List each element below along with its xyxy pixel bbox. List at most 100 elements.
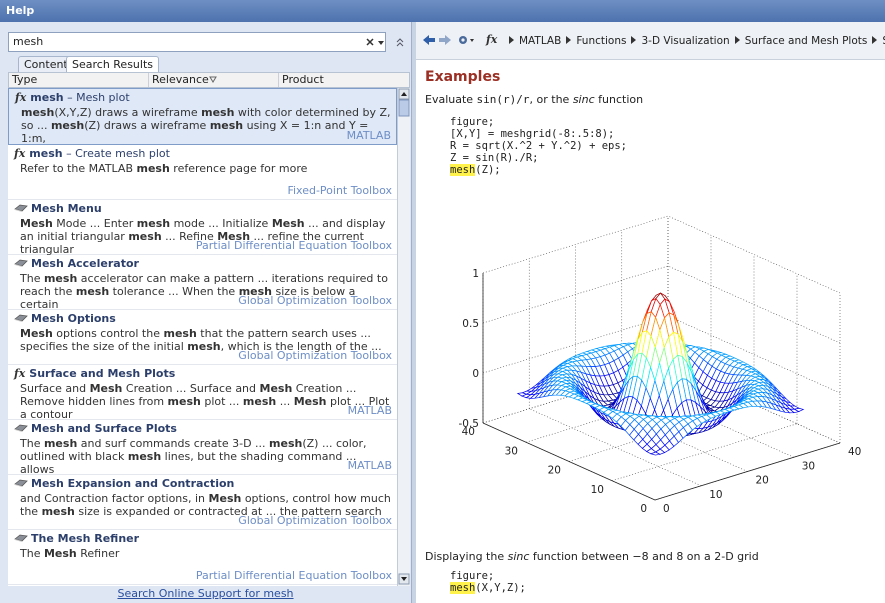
doc-icon [14, 313, 28, 323]
toolbar: fx MATLAB Functions 3-D Visualization Surfa… [416, 22, 885, 60]
doc-icon [14, 533, 28, 543]
result-title: The Mesh Refiner [31, 532, 139, 545]
code-line: figure; [450, 116, 627, 128]
result-title: mesh – Create mesh plot [29, 147, 170, 160]
result-title: Mesh and Surface Plots [31, 422, 177, 435]
breadcrumb-item[interactable]: 3-D Visualization [641, 35, 729, 47]
breadcrumb-separator [629, 36, 639, 44]
result-description: Refer to the MATLAB mesh reference page … [20, 162, 392, 175]
function-icon: fx [14, 147, 25, 160]
dropdown-button[interactable] [378, 41, 384, 45]
breadcrumb-item[interactable]: Functions [576, 35, 626, 47]
result-title: Mesh Accelerator [31, 257, 139, 270]
text: Displaying the [425, 550, 508, 563]
code-block: figure;mesh(X,Y,Z); [450, 570, 526, 594]
result-title-row: fx mesh – Mesh plot [15, 91, 130, 104]
result-title: Mesh Menu [31, 202, 102, 215]
code-line: mesh(X,Y,Z); [450, 582, 526, 594]
result-title: mesh – Mesh plot [30, 91, 129, 104]
result-title: Surface and Mesh Plots [29, 367, 175, 380]
column-product[interactable]: Product [279, 73, 410, 87]
search-result[interactable]: fx Surface and Mesh Plots Surface and Mesh… [8, 365, 397, 420]
result-title-row: Mesh Menu [14, 202, 102, 215]
breadcrumb-item[interactable]: MATLAB [519, 35, 561, 47]
breadcrumb: MATLAB Functions 3-D Visualization Surface … [504, 35, 885, 47]
result-title-row: The Mesh Refiner [14, 532, 139, 545]
sort-icon [209, 76, 217, 84]
column-header: Type Relevance Product [8, 72, 410, 88]
doc-page: Examples Evaluate sin(r)/r, or the sinc … [416, 60, 885, 603]
column-type[interactable]: Type [9, 73, 149, 87]
caption-text: Displaying the sinc function between −8 … [425, 550, 759, 563]
result-description: The mesh and surf commands create 3-D ..… [20, 437, 392, 476]
breadcrumb-separator [564, 36, 574, 44]
result-product: Fixed-Point Toolbox [287, 184, 392, 197]
function-icon: fx [15, 91, 26, 104]
text: function [595, 93, 643, 106]
code-line: Z = sin(R)./R; [450, 152, 627, 164]
result-title-row: fx Surface and Mesh Plots [14, 367, 175, 380]
text: function between −8 and 8 on a 2-D grid [529, 550, 758, 563]
search-result[interactable]: Mesh and Surface Plots The mesh and surf … [8, 420, 397, 475]
forward-button[interactable] [439, 35, 451, 45]
result-title-row: Mesh Options [14, 312, 116, 325]
scrollbar-parts [398, 88, 410, 586]
function-icon: fx [486, 33, 497, 46]
breadcrumb-separator [870, 36, 880, 44]
settings-button[interactable] [459, 36, 474, 44]
intro-text: Evaluate sin(r)/r, or the sinc function [425, 93, 643, 106]
doc-icon [14, 258, 28, 268]
breadcrumb-item[interactable]: Surface and Mesh Plots [745, 35, 868, 47]
result-product: MATLAB [348, 459, 392, 472]
code-line: mesh(Z); [450, 164, 627, 176]
breadcrumb-separator [507, 36, 517, 44]
result-product: Global Optimization Toolbox [238, 349, 392, 362]
emphasis: sinc [573, 93, 595, 106]
scrollbar[interactable] [397, 88, 410, 586]
text: , or the [530, 93, 573, 106]
result-product: MATLAB [347, 129, 391, 142]
code-line: figure; [450, 570, 526, 582]
section-heading: Examples [425, 69, 500, 85]
doc-icon [14, 203, 28, 213]
result-title-row: Mesh Accelerator [14, 257, 139, 270]
window-title: Help [0, 0, 885, 22]
search-buttons [364, 34, 414, 52]
result-product: Partial Differential Equation Toolbox [196, 239, 392, 252]
tab-active[interactable]: Search Results [66, 56, 159, 73]
result-description: mesh(X,Y,Z) draws a wireframe mesh with … [21, 106, 393, 145]
result-title-row: Mesh and Surface Plots [14, 422, 177, 435]
search-box[interactable]: mesh [8, 32, 386, 52]
code-line: R = sqrt(X.^2 + Y.^2) + eps; [450, 140, 627, 152]
help-window: Help mesh Contents Search Results Type R… [0, 0, 885, 603]
doc-icon [14, 478, 28, 488]
online-support-link[interactable]: Search Online Support for mesh [0, 586, 411, 603]
result-product: Global Optimization Toolbox [238, 294, 392, 307]
result-product: MATLAB [348, 404, 392, 417]
clear-button[interactable] [367, 39, 373, 45]
search-result[interactable]: The Mesh Refiner The Mesh Refiner Partial … [8, 530, 397, 585]
result-description: Surface and Mesh Creation ... Surface an… [20, 382, 392, 421]
text: Evaluate [425, 93, 477, 106]
result-title: Mesh Expansion and Contraction [31, 477, 234, 490]
back-button[interactable] [423, 35, 435, 45]
search-result[interactable]: fx mesh – Create mesh plot Refer to the MA… [8, 145, 397, 200]
inline-code: sin(r)/r [477, 93, 530, 106]
result-description: The Mesh Refiner [20, 547, 392, 560]
doc-icon [14, 423, 28, 433]
search-result[interactable]: fx mesh – Mesh plot mesh(X,Y,Z) draws a wi… [8, 88, 397, 145]
function-icon: fx [14, 367, 25, 380]
result-title: Mesh Options [31, 312, 116, 325]
breadcrumb-separator [733, 36, 743, 44]
nav-icons [422, 34, 482, 48]
results-list: fx mesh – Mesh plot mesh(X,Y,Z) draws a wi… [8, 88, 397, 586]
result-product: Partial Differential Equation Toolbox [196, 569, 392, 582]
code-line: [X,Y] = meshgrid(-8:.5:8); [450, 128, 627, 140]
result-title-row: Mesh Expansion and Contraction [14, 477, 234, 490]
collapse-button[interactable] [397, 39, 403, 46]
result-product: Global Optimization Toolbox [238, 514, 392, 527]
